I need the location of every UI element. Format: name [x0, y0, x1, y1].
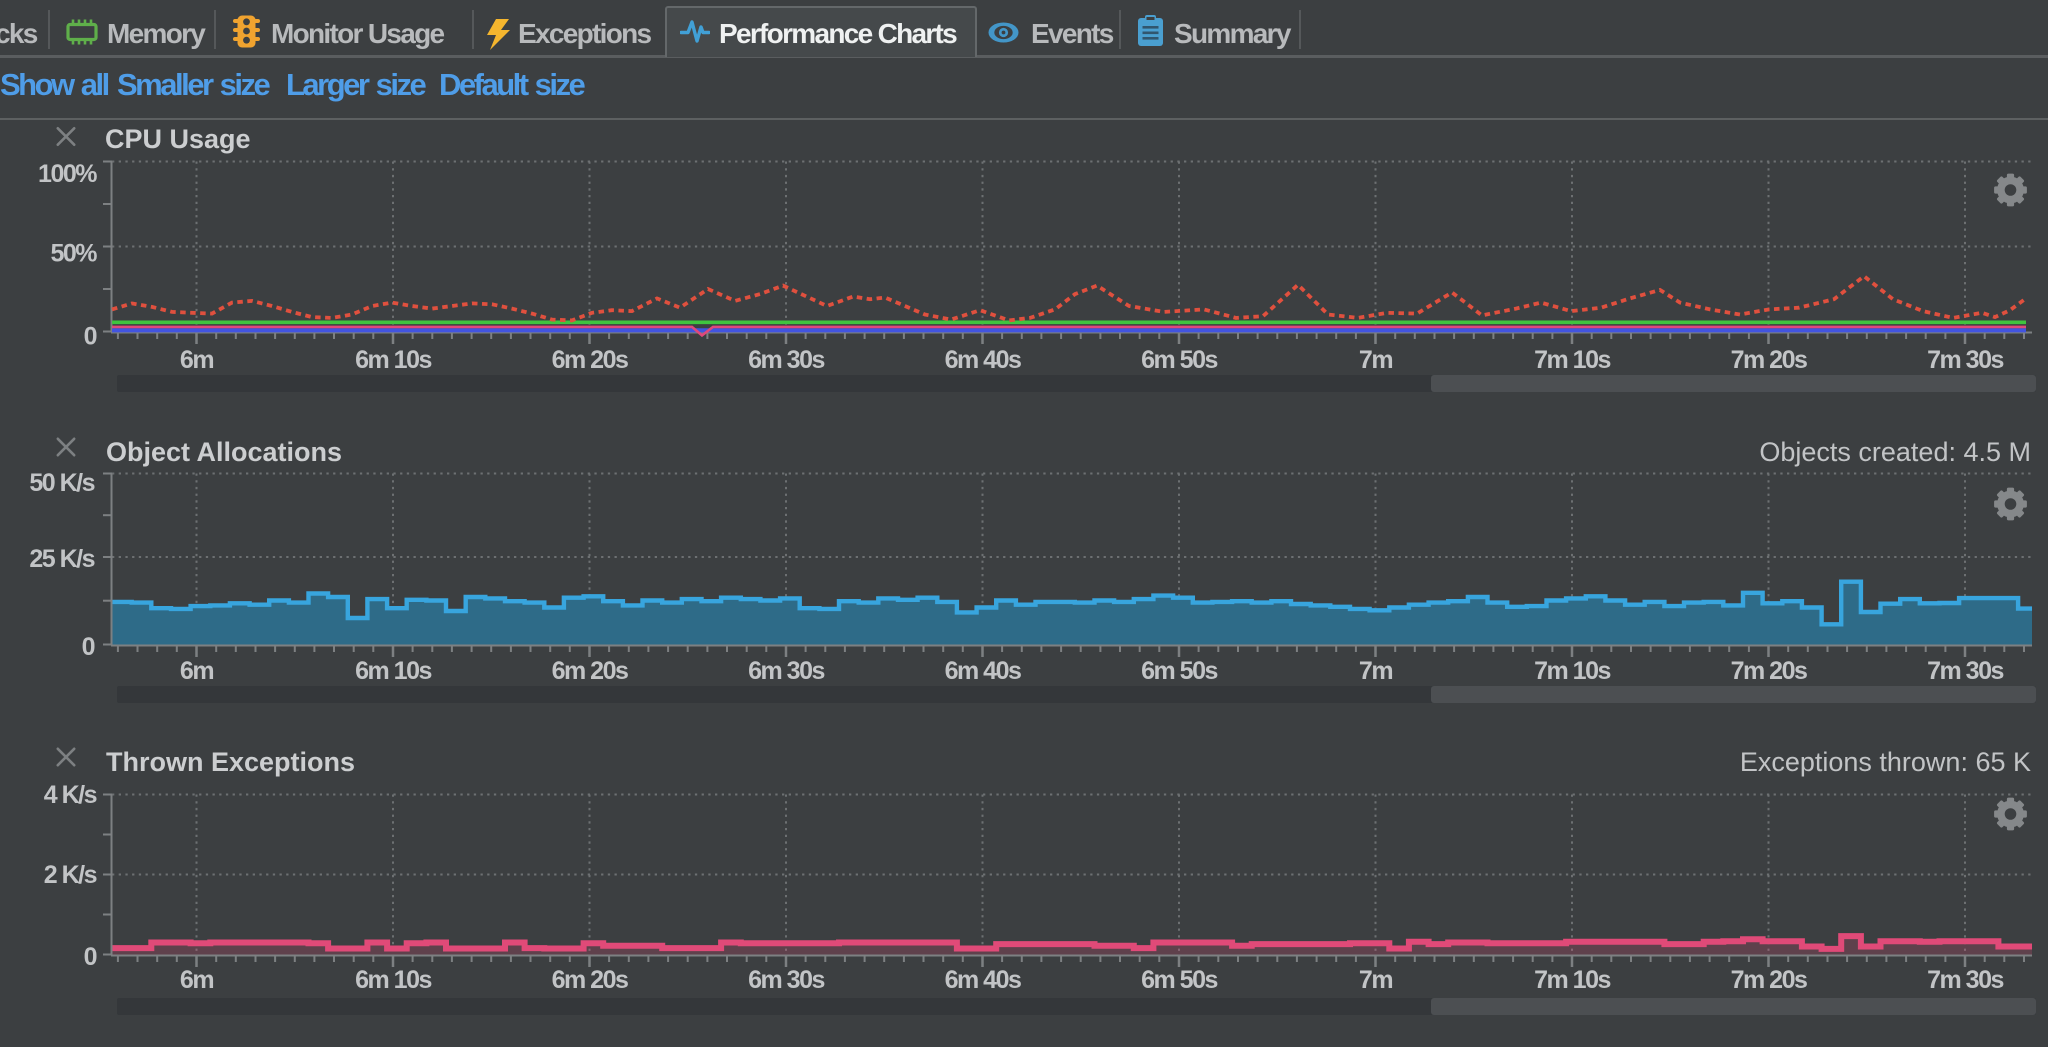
svg-text:6m 30s: 6m 30s [748, 966, 824, 994]
svg-text:Exceptions thrown: 65 K: Exceptions thrown: 65 K [1740, 747, 2031, 777]
svg-text:6m: 6m [180, 657, 213, 685]
svg-text:7m 10s: 7m 10s [1534, 966, 1610, 994]
svg-text:6m 50s: 6m 50s [1141, 346, 1217, 374]
svg-text:7m 30s: 7m 30s [1927, 346, 2003, 374]
svg-text:6m 10s: 6m 10s [355, 657, 431, 685]
svg-text:7m 20s: 7m 20s [1731, 966, 1807, 994]
svg-text:7m: 7m [1359, 657, 1392, 685]
svg-text:7m 30s: 7m 30s [1927, 657, 2003, 685]
svg-text:50%: 50% [50, 240, 97, 268]
svg-text:7m 10s: 7m 10s [1534, 346, 1610, 374]
svg-text:6m 30s: 6m 30s [748, 657, 824, 685]
svg-text:6m 10s: 6m 10s [355, 966, 431, 994]
svg-text:0: 0 [84, 943, 97, 971]
svg-text:100%: 100% [38, 160, 97, 188]
svg-text:7m 30s: 7m 30s [1927, 966, 2003, 994]
svg-text:7m 20s: 7m 20s [1731, 657, 1807, 685]
svg-text:7m 10s: 7m 10s [1534, 657, 1610, 685]
svg-text:25 K/s: 25 K/s [29, 545, 94, 573]
svg-text:6m 30s: 6m 30s [748, 346, 824, 374]
svg-text:6m: 6m [180, 966, 213, 994]
svg-text:Thrown Exceptions: Thrown Exceptions [106, 747, 355, 777]
svg-text:2 K/s: 2 K/s [44, 861, 97, 889]
svg-text:7m: 7m [1359, 966, 1392, 994]
svg-text:6m 50s: 6m 50s [1141, 966, 1217, 994]
svg-text:0: 0 [84, 323, 97, 351]
svg-text:6m 40s: 6m 40s [945, 657, 1021, 685]
svg-text:Objects created: 4.5 M: Objects created: 4.5 M [1759, 437, 2031, 467]
svg-text:7m 20s: 7m 20s [1731, 346, 1807, 374]
svg-text:6m 20s: 6m 20s [552, 966, 628, 994]
svg-text:6m 20s: 6m 20s [552, 657, 628, 685]
svg-text:Object Allocations: Object Allocations [106, 437, 342, 467]
svg-text:6m 40s: 6m 40s [945, 966, 1021, 994]
svg-text:7m: 7m [1359, 346, 1392, 374]
svg-text:6m 10s: 6m 10s [355, 346, 431, 374]
svg-text:6m 20s: 6m 20s [552, 346, 628, 374]
svg-text:4 K/s: 4 K/s [44, 781, 97, 809]
svg-text:CPU Usage: CPU Usage [105, 124, 251, 154]
svg-text:6m 50s: 6m 50s [1141, 657, 1217, 685]
svg-text:0: 0 [82, 633, 95, 661]
svg-text:6m: 6m [180, 346, 213, 374]
svg-text:6m 40s: 6m 40s [945, 346, 1021, 374]
svg-text:50 K/s: 50 K/s [29, 469, 94, 497]
